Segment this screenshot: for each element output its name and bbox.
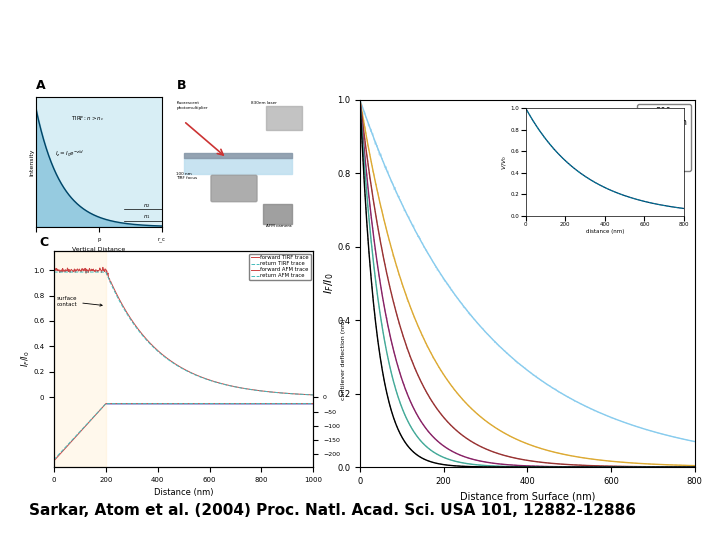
145 nm xyxy=(507,434,516,440)
40 nm xyxy=(580,464,588,470)
145 nm xyxy=(553,450,562,456)
100nm xyxy=(608,463,616,469)
Line: 145 nm: 145 nm xyxy=(360,100,695,465)
Y-axis label: $I_F/I_0$: $I_F/I_0$ xyxy=(19,351,32,367)
Y-axis label: Intensity: Intensity xyxy=(30,148,35,176)
Bar xyxy=(266,106,302,130)
145 nm xyxy=(608,458,616,464)
X-axis label: Distance from Surface (nm): Distance from Surface (nm) xyxy=(459,491,595,501)
70 nm xyxy=(415,415,423,422)
Text: $I_z = I_0 e^{-z/d}$: $I_z = I_0 e^{-z/d}$ xyxy=(55,148,84,159)
Text: $n_2$: $n_2$ xyxy=(143,202,150,210)
100nm xyxy=(553,461,562,467)
Line: 70 nm: 70 nm xyxy=(360,100,695,467)
X-axis label: Vertical Distance: Vertical Distance xyxy=(73,247,125,252)
300nm xyxy=(507,354,516,361)
40 nm xyxy=(690,464,699,470)
55 nm xyxy=(356,97,364,103)
55 nm xyxy=(580,464,588,470)
Y-axis label: $V/V_0$: $V/V_0$ xyxy=(500,154,509,170)
Text: surface
contact: surface contact xyxy=(57,296,102,307)
Bar xyxy=(184,158,292,174)
300nm xyxy=(608,415,616,421)
40 nm xyxy=(608,464,616,470)
Text: 100 nm
TIRF focus: 100 nm TIRF focus xyxy=(176,172,197,180)
Text: A: A xyxy=(36,79,45,92)
145 nm xyxy=(356,97,364,103)
Line: 100nm: 100nm xyxy=(360,100,695,467)
100nm xyxy=(415,375,423,381)
Text: $n_1$: $n_1$ xyxy=(143,213,150,221)
55 nm xyxy=(507,463,516,470)
Y-axis label: $I_F/I_0$: $I_F/I_0$ xyxy=(322,273,336,294)
300nm xyxy=(442,279,451,285)
100nm xyxy=(580,462,588,469)
100nm xyxy=(356,97,364,103)
55 nm xyxy=(415,436,423,442)
300nm xyxy=(553,388,562,394)
40 nm xyxy=(415,453,423,460)
Text: Sarkar, Atom et al. (2004) Proc. Natl. Acad. Sci. USA 101, 12882-12886: Sarkar, Atom et al. (2004) Proc. Natl. A… xyxy=(29,503,636,518)
Bar xyxy=(184,153,292,158)
Text: B: B xyxy=(176,79,186,92)
55 nm xyxy=(608,464,616,470)
Bar xyxy=(54,251,106,467)
Text: TIRF: $n > n_c$: TIRF: $n > n_c$ xyxy=(71,114,104,124)
300nm xyxy=(415,235,423,241)
145 nm xyxy=(415,326,423,332)
FancyBboxPatch shape xyxy=(211,176,257,202)
Legend: forward TIRF trace, return TIRF trace, forward AFM trace, return AFM trace: forward TIRF trace, return TIRF trace, f… xyxy=(249,254,310,280)
55 nm xyxy=(553,464,562,470)
70 nm xyxy=(690,464,699,470)
Bar xyxy=(263,204,292,224)
Text: fluorescent
photomultiplier: fluorescent photomultiplier xyxy=(176,101,208,110)
70 nm xyxy=(580,464,588,470)
145 nm xyxy=(442,375,451,381)
40 nm xyxy=(507,464,516,470)
145 nm xyxy=(580,455,588,461)
Text: Vérification expérimentale: Vérification expérimentale xyxy=(151,32,569,62)
70 nm xyxy=(356,97,364,103)
X-axis label: Distance (nm): Distance (nm) xyxy=(154,488,213,497)
55 nm xyxy=(442,455,451,462)
100nm xyxy=(690,464,699,470)
40 nm xyxy=(553,464,562,470)
55 nm xyxy=(690,464,699,470)
70 nm xyxy=(442,444,451,451)
Line: 300nm: 300nm xyxy=(360,100,695,442)
145 nm xyxy=(690,462,699,469)
70 nm xyxy=(608,464,616,470)
Text: 830nm laser: 830nm laser xyxy=(251,101,277,105)
100nm xyxy=(442,417,451,423)
Line: 40 nm: 40 nm xyxy=(360,100,695,467)
Line: 55 nm: 55 nm xyxy=(360,100,695,467)
100nm xyxy=(507,454,516,461)
70 nm xyxy=(553,463,562,470)
300nm xyxy=(690,438,699,445)
40 nm xyxy=(442,462,451,468)
X-axis label: distance (nm): distance (nm) xyxy=(585,228,624,234)
300nm xyxy=(580,402,588,408)
300nm xyxy=(356,97,364,103)
70 nm xyxy=(507,462,516,468)
Y-axis label: cantilever deflection (nm): cantilever deflection (nm) xyxy=(341,318,346,400)
40 nm xyxy=(356,97,364,103)
Legend: 300nm, 145 nm, 100nm, 70 nm, 55 nm, 40 nm: 300nm, 145 nm, 100nm, 70 nm, 55 nm, 40 n… xyxy=(637,104,690,171)
Text: C: C xyxy=(40,235,49,249)
Text: AFM camera: AFM camera xyxy=(266,224,292,228)
